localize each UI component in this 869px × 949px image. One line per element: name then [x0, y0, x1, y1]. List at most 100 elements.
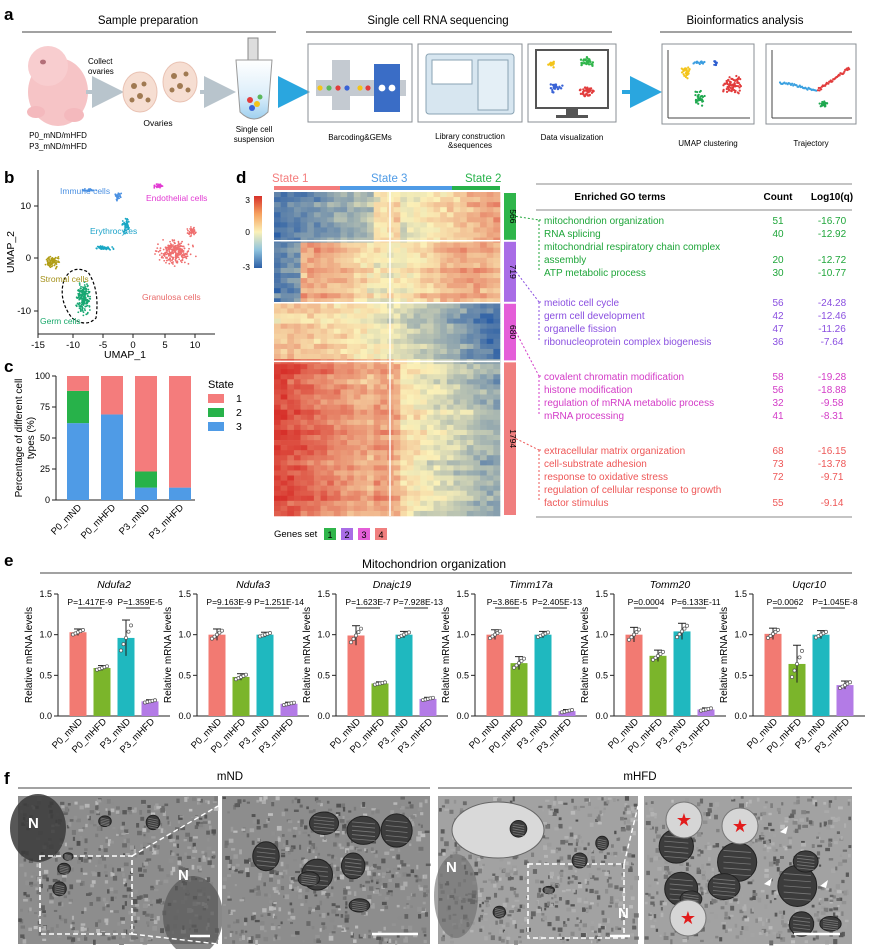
heatmap-cell [307, 485, 315, 491]
heatmap-cell [287, 313, 295, 319]
data-point [498, 629, 502, 634]
go-term: ribonucleoprotein complex biogenesis [544, 337, 711, 348]
heatmap-cell [413, 440, 421, 446]
heatmap-cell [473, 364, 481, 370]
heatmap-cell [320, 262, 328, 269]
heatmap-cell [433, 465, 441, 471]
heatmap-cell [433, 364, 441, 370]
heatmap-cell [413, 394, 421, 400]
heatmap-cell [473, 419, 481, 426]
heatmap-cell [473, 500, 481, 507]
umap-y-tick: 10 [20, 201, 31, 212]
go-count: 47 [772, 324, 784, 335]
heatmap-cell [287, 465, 295, 471]
heatmap-cell [347, 242, 355, 248]
bar-P3_mHFD [141, 701, 159, 716]
heatmap-cell [333, 500, 341, 507]
heatmap-cell [446, 288, 454, 294]
heatmap-cell [433, 308, 441, 314]
heatmap-cell [367, 288, 375, 294]
bar-P3_mHFD [836, 685, 854, 716]
group-p0: P0_mND/mHFD [29, 131, 87, 140]
go-term-continued: assembly [544, 255, 586, 266]
bar-P3_mND [812, 634, 830, 716]
bar-P0_mHFD [232, 676, 250, 716]
heatmap-cell [333, 288, 341, 294]
heatmap-cell [433, 414, 441, 421]
heatmap-cell [353, 303, 361, 309]
heatmap-cell [353, 217, 361, 223]
heatmap-cell [446, 379, 454, 385]
heatmap-cell [340, 252, 348, 259]
heatmap-cell [493, 460, 501, 466]
heatmap-cell [426, 510, 434, 517]
heatmap-cell [433, 222, 441, 228]
heatmap-cell [406, 480, 414, 486]
heatmap-cell [420, 399, 428, 405]
heatmap-cell [300, 480, 308, 486]
heatmap-cell [333, 262, 341, 269]
heatmap-cell [400, 389, 408, 395]
data-point [824, 629, 828, 634]
heatmap-cell [440, 288, 448, 294]
heatmap-cell [367, 257, 375, 264]
heatmap-cell [440, 384, 448, 390]
heatmap-cell [380, 247, 388, 254]
heatmap-cell [307, 450, 315, 456]
heatmap-cell [287, 505, 295, 512]
heatmap-cell [307, 313, 315, 319]
heatmap-cell [393, 288, 401, 294]
heatmap-cell [380, 212, 388, 218]
heatmap-cell [480, 278, 488, 284]
heatmap-cell [300, 252, 308, 259]
heatmap-cell [460, 500, 468, 507]
data-point [546, 630, 550, 635]
heatmap-cell [460, 414, 468, 421]
heatmap-cell [340, 278, 348, 284]
heatmap-cell [453, 262, 461, 269]
heatmap-cell [406, 384, 414, 390]
heatmap-cell [466, 283, 474, 289]
heatmap-cell [413, 207, 421, 213]
heatmap-cell [307, 429, 315, 436]
heatmap-cell [360, 455, 368, 461]
data-point [766, 635, 770, 640]
heatmap-cell [393, 475, 401, 481]
heatmap-cell [413, 455, 421, 461]
heatmap-cell [480, 455, 488, 461]
heatmap-cell [440, 414, 448, 421]
heatmap-cell [420, 308, 428, 314]
c-y-tick: 75 [40, 402, 50, 412]
heatmap-cell [380, 343, 388, 350]
heatmap-cell [393, 313, 401, 319]
heatmap-cell [473, 207, 481, 213]
heatmap-cell [480, 232, 488, 238]
heatmap-cell [373, 364, 381, 370]
heatmap-cell [373, 369, 381, 375]
heatmap-cell [426, 379, 434, 385]
heatmap-cell [466, 267, 474, 274]
heatmap-cell [413, 257, 421, 264]
heatmap-cell [433, 505, 441, 512]
heatmap-cell [440, 227, 448, 233]
heatmap-cell [433, 262, 441, 269]
heatmap-cell [353, 389, 361, 395]
heatmap-cell [274, 485, 281, 491]
legend-swatch-2 [208, 408, 224, 417]
heatmap-cell [307, 267, 315, 274]
heatmap-cell [393, 333, 401, 340]
e-y-tick: 0.0 [595, 711, 608, 721]
heatmap-cell [320, 348, 328, 355]
bar-P0_mHFD [371, 683, 389, 716]
heatmap-cell [446, 470, 454, 476]
heatmap-cell [466, 293, 474, 299]
heatmap-cell [274, 394, 281, 400]
heatmap-cell [420, 348, 428, 355]
heatmap-cell [347, 409, 355, 416]
heatmap-cell [307, 505, 315, 512]
heatmap-cell [460, 445, 468, 451]
heatmap-cell [406, 202, 414, 208]
heatmap-cell [473, 192, 481, 198]
heatmap-cell [453, 298, 461, 304]
heatmap-cell [293, 278, 301, 284]
